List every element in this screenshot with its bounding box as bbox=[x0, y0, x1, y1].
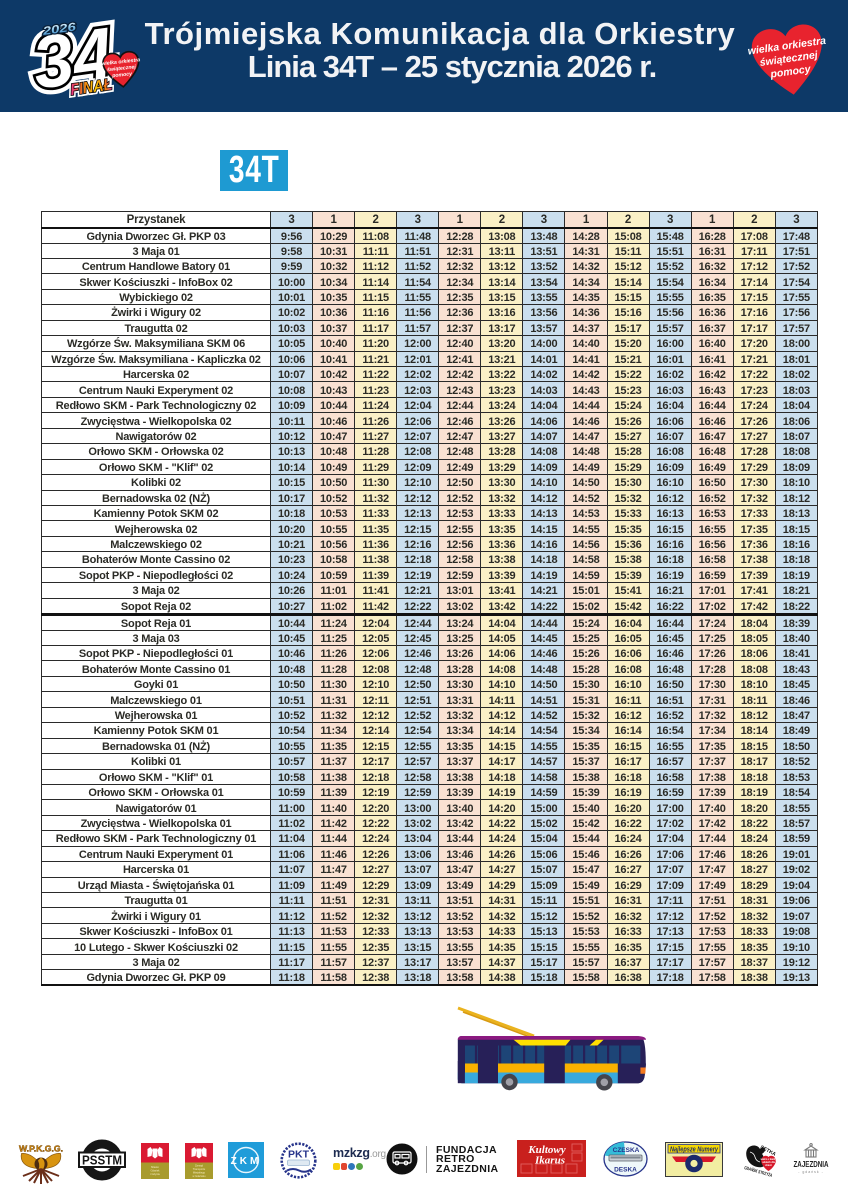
svg-text:Gdańsk: Gdańsk bbox=[151, 1168, 161, 1172]
svg-text:CZESKA: CZESKA bbox=[613, 1147, 640, 1154]
svg-text:walcz o każdy: walcz o każdy bbox=[761, 1158, 777, 1161]
svg-text:PSSTM: PSSTM bbox=[82, 1154, 122, 1168]
svg-text:dzieci: dzieci bbox=[765, 1164, 772, 1167]
svg-text:PKT: PKT bbox=[288, 1148, 310, 1160]
svg-text:Transportu: Transportu bbox=[193, 1167, 206, 1171]
svg-text:wielka orkiestra: wielka orkiestra bbox=[101, 57, 140, 67]
svg-text:pomocy: pomocy bbox=[111, 71, 134, 79]
svg-text:ZKM: ZKM bbox=[231, 1156, 262, 1167]
svg-text:w Gdańsku: w Gdańsku bbox=[193, 1174, 207, 1178]
svg-text:świątecznej: świątecznej bbox=[107, 64, 137, 73]
svg-text:Kultowy: Kultowy bbox=[527, 1144, 565, 1156]
svg-text:Najlepsze Numery: Najlepsze Numery bbox=[670, 1147, 719, 1154]
svg-text:Miasto: Miasto bbox=[151, 1165, 159, 1169]
svg-text:Miejskiego: Miejskiego bbox=[193, 1170, 206, 1174]
svg-text:pomocy: pomocy bbox=[769, 63, 813, 81]
svg-text:i Gdynia: i Gdynia bbox=[150, 1172, 160, 1176]
svg-text:- gdańsk -: - gdańsk - bbox=[798, 1170, 824, 1174]
svg-text:ZAJEZDNIA: ZAJEZDNIA bbox=[794, 1160, 829, 1169]
svg-text:Ikarus: Ikarus bbox=[534, 1155, 565, 1167]
svg-text:DESKA: DESKA bbox=[614, 1167, 637, 1174]
svg-text:oddech dla: oddech dla bbox=[762, 1161, 775, 1164]
svg-text:W.P.K.G.G.: W.P.K.G.G. bbox=[19, 1144, 63, 1154]
svg-text:Zarząd: Zarząd bbox=[195, 1163, 204, 1167]
